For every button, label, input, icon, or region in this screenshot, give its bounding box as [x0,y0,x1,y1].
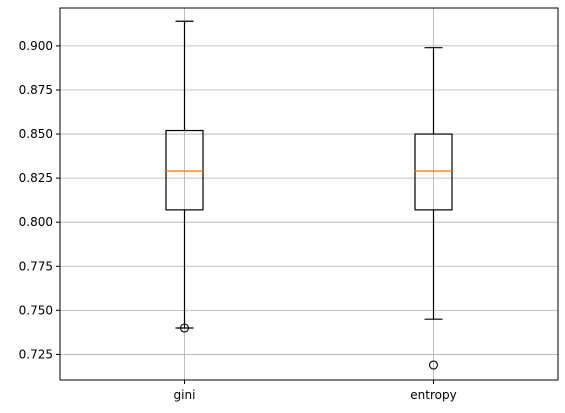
y-tick-label: 0.825 [19,171,53,185]
plot-frame [59,7,559,381]
box-gini [165,20,204,333]
x-tick-label-gini: gini [174,388,196,402]
box-entropy [414,47,453,370]
grid-layer [60,8,558,380]
y-tick-label: 0.850 [19,127,53,141]
y-tick-label: 0.775 [19,259,53,273]
outlier-point [179,323,190,333]
y-tick-label: 0.800 [19,215,53,229]
iqr-box [165,129,204,211]
y-tick-label: 0.900 [19,39,53,53]
y-tick-label: 0.875 [19,83,53,97]
iqr-box [414,133,453,211]
y-tick-label: 0.725 [19,347,53,361]
y-tick-label: 0.750 [19,303,53,317]
x-tick-label-entropy: entropy [410,388,456,402]
axis-layer: 0.725 0.750 0.775 0.800 0.825 0.850 0.875 0.900… [19,39,457,402]
outlier-point [428,360,439,370]
data-layer [165,20,453,370]
